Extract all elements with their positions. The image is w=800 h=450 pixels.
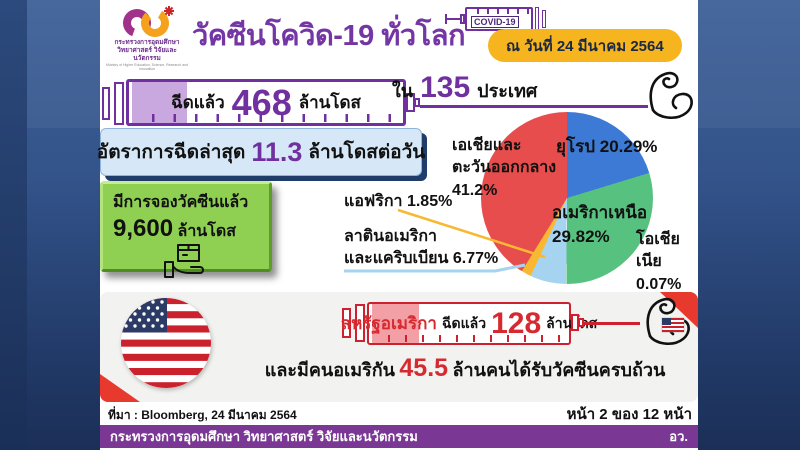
syringe-barrel: COVID-19 [465, 7, 533, 31]
footer-ministry-abbr: อว. [669, 429, 688, 444]
covid19-syringe-icon: COVID-19 [445, 6, 557, 32]
footer-bar: กระทรวงการอุดมศึกษา วิทยาศาสตร์ วิจัยและ… [100, 425, 698, 448]
pie-label-asia: เอเชียและ ตะวันออกกลาง 41.2% [452, 137, 557, 199]
logo-thai-line2: วิทยาศาสตร์ วิจัยและนวัตกรรม [117, 47, 177, 63]
usa-doses-value: 128 [491, 306, 542, 340]
doses-syringe-plunger-end [102, 87, 110, 120]
logo-english-line: Ministry of Higher Education, Science, R… [106, 63, 188, 72]
source-text: ที่มา : Bloomberg, 24 มีนาคม 2564 [108, 408, 297, 422]
reserved-doses-box: มีการจองวัคซีนแล้ว 9,600 ล้านโดส [100, 181, 272, 278]
infographic-card: กระทรวงการอุดมศึกษา วิทยาศาสตร์ วิจัยและ… [96, 0, 698, 450]
doses-unit: ล้านโดส [298, 93, 361, 112]
countries-count: ใน 135 ประเทศ [392, 71, 537, 105]
logo-thai-line1: กระทรวงการอุดมศึกษา [114, 39, 180, 46]
rate-prefix: อัตราการฉีดล่าสุด [96, 142, 246, 163]
syringe-plunger-end [542, 10, 546, 28]
page-title: วัคซีนโควิด-19 ทั่วโลก [192, 20, 466, 52]
usa-section: สหรัฐอเมริกา ฉีดแล้ว 128 ล้านโดส [100, 292, 698, 402]
doses-syringe-barrel: ฉีดแล้ว 468 ล้านโดส [126, 79, 406, 126]
pie-label-north-america: อเมริกาเหนือ 29.82% [552, 203, 648, 246]
corner-triangle-bottom-left [100, 374, 140, 402]
usa-flag-patch-icon [661, 317, 685, 333]
footer-ministry: กระทรวงการอุดมศึกษา วิทยาศาสตร์ วิจัยและ… [110, 429, 418, 444]
pie-label-europe: ยุโรป 20.29% [556, 137, 658, 156]
pie-label-latin-america: ลาตินอเมริกา และแคริบเบียน 6.77% [344, 228, 499, 268]
doses-syringe-tip [414, 98, 420, 107]
usa-syringe-needle-line [584, 322, 640, 325]
hand-holding-box-icon [164, 244, 204, 278]
usa-fully-vaccinated-text: และมีคนอเมริกัน 45.5 ล้านคนได้รับวัคซีนค… [264, 354, 666, 382]
doses-value: 468 [231, 81, 292, 123]
doses-syringe-needle-line [420, 105, 648, 108]
usa-syringe-plunger-end [342, 308, 351, 338]
countries-in-word: ใน [392, 81, 414, 101]
flexed-biceps-usa-icon [646, 297, 690, 345]
countries-value: 135 [420, 71, 471, 104]
syringe-plunger [535, 7, 539, 31]
countries-unit: ประเทศ [477, 81, 538, 101]
doses-syringe-ticks [133, 114, 399, 122]
reserved-line2: 9,600 ล้านโดส [113, 215, 261, 244]
usa-syringe-barrel: สหรัฐอเมริกา ฉีดแล้ว 128 ล้านโดส [341, 302, 597, 345]
usa-syringe-ticks [373, 335, 565, 342]
usa-syringe-plunger [355, 304, 365, 342]
usa-flag-icon [121, 298, 211, 388]
logo-star-icon [164, 6, 174, 16]
ministry-logo-icon [123, 6, 174, 37]
rate-unit: ล้านโดสต่อวัน [308, 142, 426, 163]
background-left-strip [0, 0, 27, 450]
usa-injected-word: ฉีดแล้ว [441, 314, 487, 331]
reserved-unit: ล้านโดส [177, 223, 236, 240]
usa-country-label: สหรัฐอเมริกา [340, 314, 437, 333]
syringe-nozzle [460, 14, 465, 24]
rate-value: 11.3 [251, 136, 303, 167]
pie-label-oceania: โอเชียเนีย 0.07% [636, 231, 682, 293]
reserved-line1: มีการจองวัคซีนแล้ว [113, 194, 249, 211]
page-number: หน้า 2 ของ 12 หน้า [566, 406, 692, 423]
injection-rate-box: อัตราการฉีดล่าสุด 11.3 ล้านโดสต่อวัน [96, 128, 426, 176]
doses-syringe-plunger [114, 82, 124, 125]
ministry-logo: กระทรวงการอุดมศึกษา วิทยาศาสตร์ วิจัยและ… [104, 5, 190, 72]
syringe-ticks [469, 9, 529, 14]
date-badge: ณ วันที่ 24 มีนาคม 2564 [488, 29, 682, 62]
pie-label-africa: แอฟริกา 1.85% [344, 193, 453, 210]
reserved-value: 9,600 [113, 215, 174, 242]
covid19-label: COVID-19 [471, 16, 519, 28]
usa-syringe-tip [578, 318, 584, 327]
flexed-biceps-icon [649, 71, 693, 119]
syringe-needle [445, 18, 462, 20]
doses-prefix: ฉีดแล้ว [171, 93, 225, 112]
